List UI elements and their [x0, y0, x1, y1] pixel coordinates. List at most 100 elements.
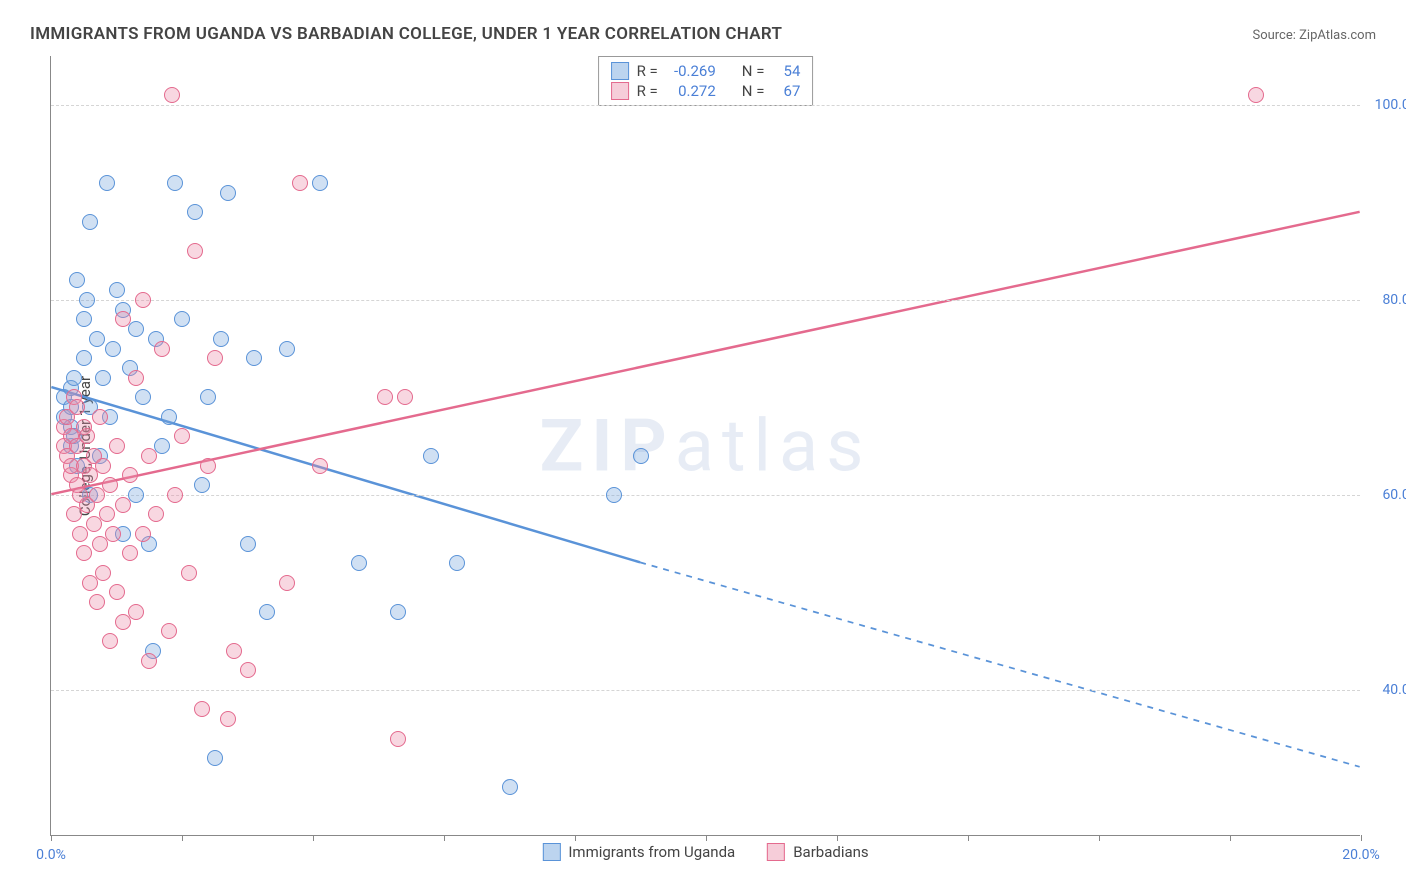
data-point [76, 311, 92, 327]
data-point [66, 370, 82, 386]
data-point [390, 604, 406, 620]
data-point [89, 331, 105, 347]
data-point [69, 399, 85, 415]
data-point [397, 389, 413, 405]
x-tick [1099, 835, 1100, 841]
data-point [109, 584, 125, 600]
data-point [259, 604, 275, 620]
data-point [135, 389, 151, 405]
data-point [279, 575, 295, 591]
trend-lines-layer [51, 56, 1360, 835]
data-point [122, 467, 138, 483]
data-point [102, 633, 118, 649]
source-attribution: Source: ZipAtlas.com [1252, 28, 1376, 43]
data-point [312, 458, 328, 474]
data-point [76, 545, 92, 561]
y-tick-label: 80.0% [1368, 292, 1406, 308]
data-point [122, 545, 138, 561]
scatter-plot-area: College, Under 1 year ZIPatlas R =-0.269… [50, 56, 1360, 836]
gridline [51, 105, 1360, 106]
data-point [164, 87, 180, 103]
data-point [423, 448, 439, 464]
data-point [220, 711, 236, 727]
data-point [449, 555, 465, 571]
legend-n-value: 54 [772, 62, 800, 80]
data-point [154, 341, 170, 357]
data-point [141, 448, 157, 464]
data-point [194, 477, 210, 493]
data-point [220, 185, 236, 201]
legend-n-label: N = [742, 62, 765, 80]
legend-swatch [767, 843, 785, 861]
data-point [128, 370, 144, 386]
data-point [79, 428, 95, 444]
data-point [207, 750, 223, 766]
data-point [95, 370, 111, 386]
y-tick-label: 60.0% [1368, 487, 1406, 503]
x-tick [444, 835, 445, 841]
legend-series-label: Immigrants from Uganda [568, 843, 735, 861]
x-tick [706, 835, 707, 841]
data-point [79, 292, 95, 308]
x-tick [575, 835, 576, 841]
data-point [207, 350, 223, 366]
data-point [95, 565, 111, 581]
x-tick [182, 835, 183, 841]
legend-r-value: 0.272 [666, 82, 716, 100]
data-point [200, 389, 216, 405]
data-point [174, 311, 190, 327]
data-point [82, 214, 98, 230]
gridline [51, 495, 1360, 496]
data-point [187, 243, 203, 259]
data-point [69, 272, 85, 288]
data-point [154, 438, 170, 454]
legend-n-label: N = [742, 82, 765, 100]
data-point [141, 653, 157, 669]
data-point [181, 565, 197, 581]
legend-swatch [542, 843, 560, 861]
data-point [128, 321, 144, 337]
data-point [76, 350, 92, 366]
y-tick-label: 100.0% [1368, 97, 1406, 113]
data-point [99, 175, 115, 191]
data-point [240, 662, 256, 678]
data-point [1248, 87, 1264, 103]
data-point [92, 409, 108, 425]
data-point [161, 623, 177, 639]
legend-r-label: R = [637, 62, 658, 80]
data-point [109, 438, 125, 454]
data-point [240, 536, 256, 552]
x-tick [968, 835, 969, 841]
legend-series: Immigrants from Uganda Barbadians [542, 843, 868, 861]
x-tick-label: 0.0% [36, 847, 66, 863]
source-link[interactable]: ZipAtlas.com [1299, 28, 1376, 43]
data-point [115, 497, 131, 513]
trend-line-extrapolated [640, 562, 1360, 766]
legend-series-item: Immigrants from Uganda [542, 843, 735, 861]
data-point [89, 594, 105, 610]
legend-swatch [611, 62, 629, 80]
data-point [109, 282, 125, 298]
data-point [99, 506, 115, 522]
data-point [200, 458, 216, 474]
x-tick-label: 20.0% [1342, 847, 1380, 863]
data-point [135, 526, 151, 542]
legend-n-value: 67 [772, 82, 800, 100]
legend-series-label: Barbadians [793, 843, 868, 861]
data-point [246, 350, 262, 366]
gridline [51, 690, 1360, 691]
source-prefix: Source: [1252, 28, 1299, 43]
legend-r-value: -0.269 [666, 62, 716, 80]
data-point [115, 311, 131, 327]
chart-title: IMMIGRANTS FROM UGANDA VS BARBADIAN COLL… [30, 24, 782, 44]
watermark: ZIPatlas [540, 403, 872, 488]
data-point [312, 175, 328, 191]
legend-swatch [611, 82, 629, 100]
legend-stats-row: R = 0.272 N = 67 [611, 81, 801, 101]
data-point [194, 701, 210, 717]
legend-stats-row: R = -0.269 N = 54 [611, 61, 801, 81]
data-point [105, 341, 121, 357]
data-point [633, 448, 649, 464]
data-point [279, 341, 295, 357]
legend-r-label: R = [637, 82, 658, 100]
